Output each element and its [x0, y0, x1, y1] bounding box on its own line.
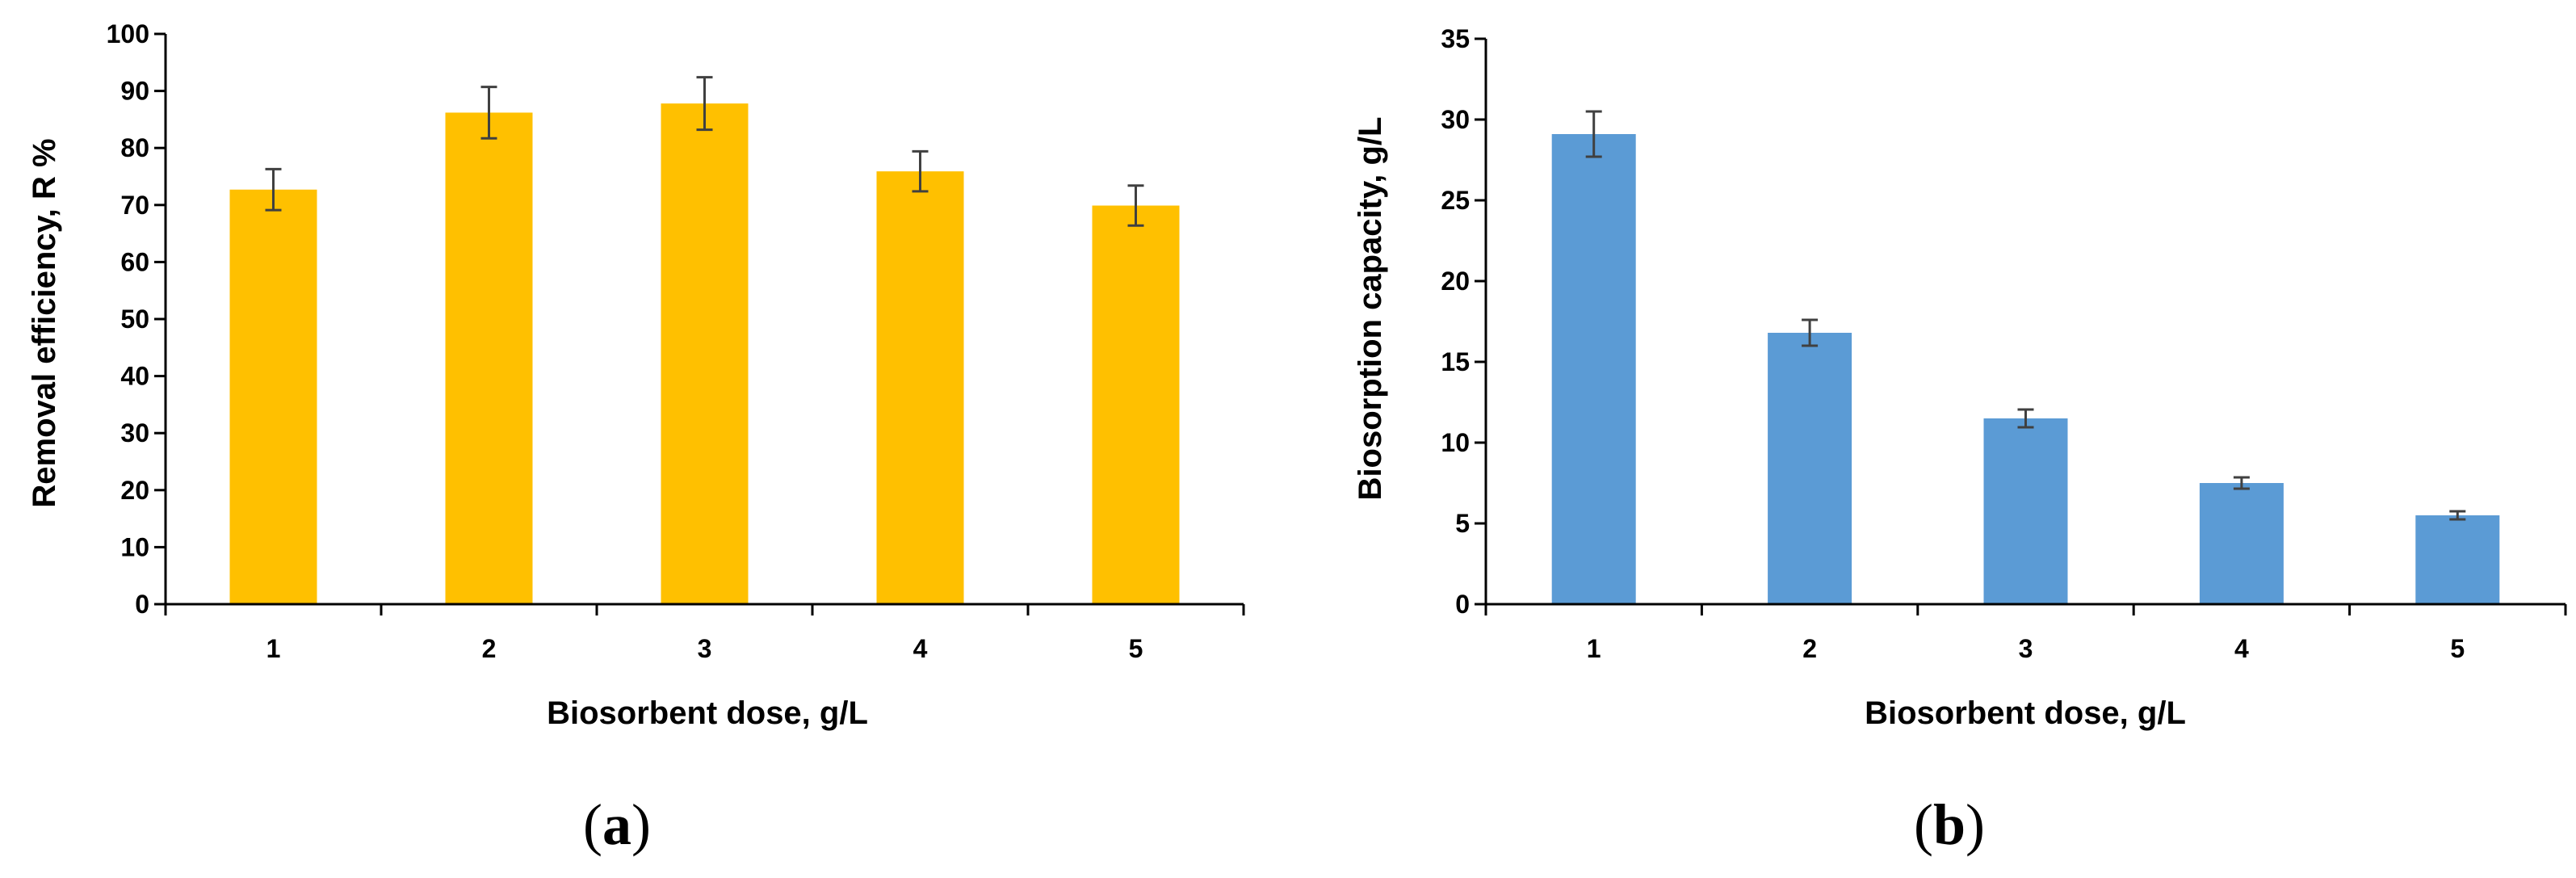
y-tick-label-a-6: 60	[120, 247, 149, 276]
y-tick-label-b-5: 25	[1441, 186, 1470, 215]
bar-a-5	[1092, 205, 1180, 605]
bar-b-2	[1768, 333, 1852, 604]
x-tick-label-b-4: 4	[2234, 634, 2249, 663]
panel-label-a-letter: a	[602, 792, 631, 857]
x-tick-label-b-5: 5	[2450, 634, 2465, 663]
y-tick-label-a-5: 50	[120, 305, 149, 334]
y-tick-label-a-8: 80	[120, 133, 149, 162]
y-tick-label-a-4: 40	[120, 362, 149, 391]
y-tick-label-b-4: 20	[1441, 267, 1470, 296]
y-tick-label-b-6: 30	[1441, 105, 1470, 134]
error-bar-b-4	[2233, 476, 2250, 490]
error-bar-b-5	[2449, 510, 2466, 521]
error-bar-b-2	[1802, 318, 1819, 347]
y-tick-label-a-7: 70	[120, 191, 149, 220]
error-bar-a-1	[265, 167, 282, 212]
chart-panel-b: 1 2 3 4 5 0 5 10 15 20 25 30 35 Biosorption capacity…	[1353, 24, 2567, 857]
x-tick-label-b-3: 3	[2019, 634, 2033, 663]
bar-b-3	[1983, 418, 2068, 604]
y-tick-label-b-7: 35	[1441, 24, 1470, 53]
bar-b-1	[1551, 134, 1636, 604]
bar-a-3	[661, 103, 749, 604]
y-tick-label-a-1: 10	[120, 532, 149, 561]
bar-a-1	[229, 189, 317, 604]
y-tick-label-a-9: 90	[120, 77, 149, 106]
x-tick-label-a-4: 4	[913, 634, 928, 663]
error-bar-b-3	[2017, 408, 2034, 429]
y-axis-title-a: Removal efficiency, R %	[27, 138, 62, 507]
x-tick-label-a-2: 2	[482, 634, 497, 663]
y-tick-label-a-2: 20	[120, 476, 149, 505]
plot-area-b: 1 2 3 4 5 0 5 10 15 20 25 30 35	[1441, 24, 2567, 663]
x-tick-label-a-5: 5	[1129, 634, 1143, 663]
y-tick-label-a-0: 0	[135, 590, 149, 619]
y-tick-label-a-10: 100	[107, 19, 149, 48]
error-bar-b-1	[1585, 110, 1602, 158]
y-tick-label-b-3: 15	[1441, 347, 1470, 376]
error-bar-a-5	[1127, 184, 1144, 227]
bar-b-5	[2415, 515, 2500, 604]
x-tick-label-a-1: 1	[266, 634, 281, 663]
panel-label-b: (b)	[1914, 792, 1985, 857]
panel-label-a: (a)	[583, 792, 651, 857]
error-bar-a-4	[912, 149, 929, 193]
bar-a-4	[876, 171, 964, 604]
bar-b-4	[2199, 483, 2284, 604]
y-tick-label-b-2: 10	[1441, 428, 1470, 457]
error-bar-a-3	[696, 76, 713, 132]
x-tick-label-b-1: 1	[1587, 634, 1601, 663]
y-tick-label-b-1: 5	[1455, 509, 1470, 538]
x-axis-title-b: Biosorbent dose, g/L	[1865, 695, 2186, 731]
x-tick-label-b-2: 2	[1802, 634, 1817, 663]
y-tick-label-b-0: 0	[1455, 590, 1470, 619]
x-tick-label-a-3: 3	[698, 634, 712, 663]
y-axis-title-b: Biosorption capacity, g/L	[1353, 117, 1388, 501]
x-axis-title-a: Biosorbent dose, g/L	[547, 695, 868, 731]
error-bar-a-2	[480, 86, 497, 140]
bar-a-2	[445, 112, 533, 605]
y-tick-label-a-3: 30	[120, 418, 149, 447]
panel-label-b-letter: b	[1933, 792, 1966, 857]
